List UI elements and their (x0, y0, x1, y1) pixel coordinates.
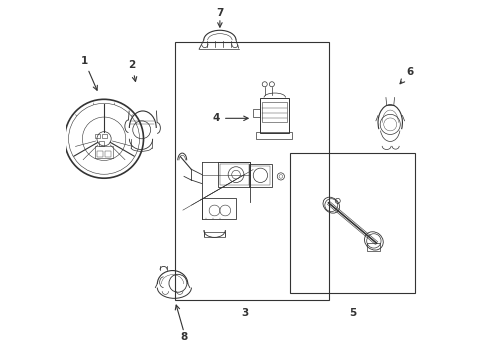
Text: 2: 2 (128, 60, 137, 81)
Bar (175, 42, 329, 300)
Bar (250, 166, 270, 185)
Bar (218, 162, 250, 187)
Text: 5: 5 (349, 309, 356, 318)
Bar (262, 102, 287, 122)
Bar (253, 109, 260, 117)
Bar (98, 141, 104, 145)
Bar (368, 243, 380, 251)
Bar (97, 151, 103, 157)
Text: 4: 4 (213, 113, 248, 123)
Text: 8: 8 (180, 332, 188, 342)
Bar (256, 132, 292, 139)
Bar (248, 164, 272, 187)
Bar (260, 98, 290, 134)
Text: 1: 1 (81, 56, 98, 90)
Text: 7: 7 (216, 8, 223, 18)
Bar (204, 232, 225, 237)
Bar (105, 151, 111, 157)
Bar (102, 134, 107, 138)
Bar (95, 146, 113, 158)
Bar (220, 164, 248, 185)
Bar (290, 153, 416, 293)
Text: 3: 3 (242, 309, 248, 318)
Bar (202, 198, 236, 220)
Bar (95, 134, 100, 138)
Text: 6: 6 (400, 67, 414, 84)
